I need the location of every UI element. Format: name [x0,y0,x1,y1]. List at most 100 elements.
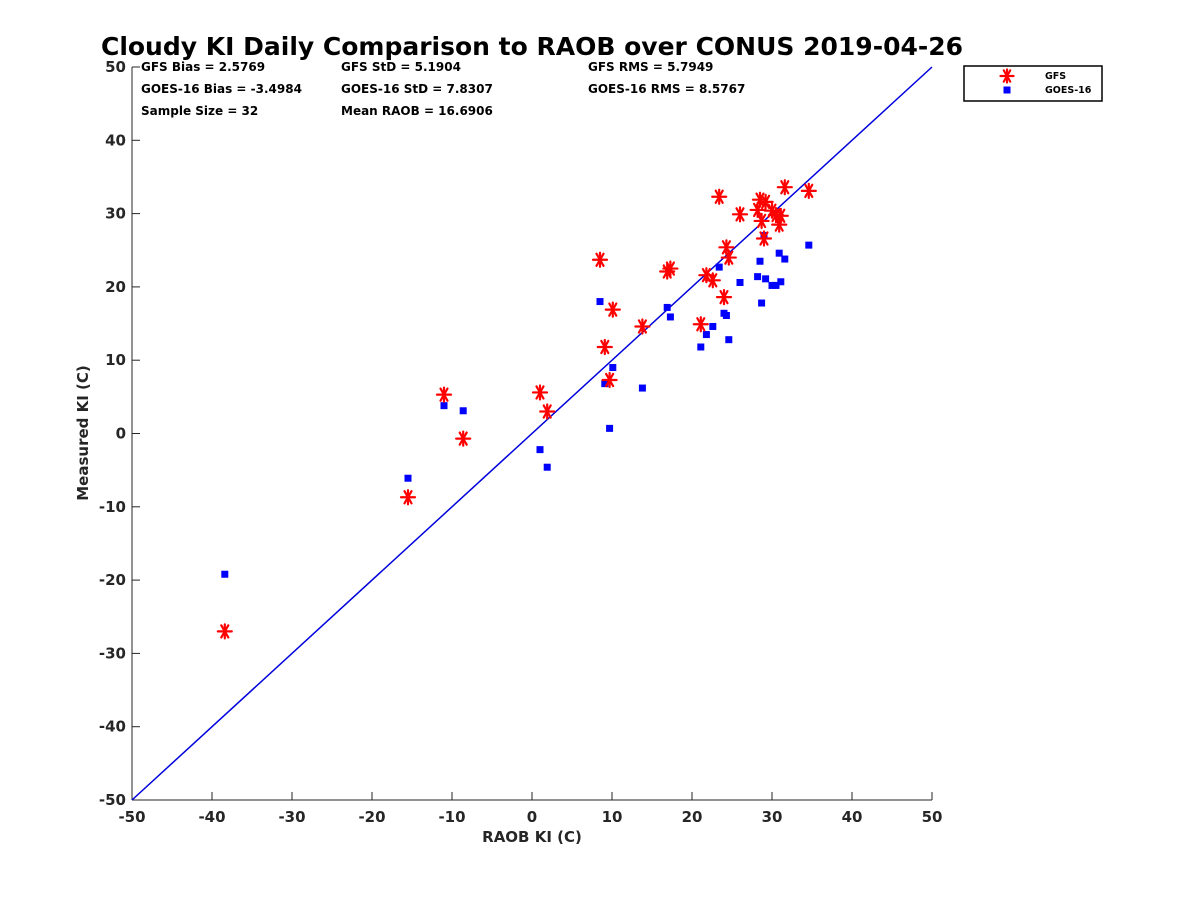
y-tick-label: -40 [99,718,126,736]
y-tick-label: 30 [105,205,126,223]
stat-text: GFS RMS = 5.7949 [588,60,713,74]
legend-marker-gfs [999,68,1015,84]
data-point-gfs [776,179,793,196]
x-tick-label: 50 [922,808,943,826]
data-point-goes16 [762,275,770,283]
data-point-gfs [731,206,749,223]
x-axis-label: RAOB KI (C) [482,828,582,846]
data-point-goes16 [772,281,780,289]
data-point-goes16 [709,322,717,330]
data-point-goes16 [459,407,467,415]
one-to-one-line [131,66,933,801]
data-point-gfs [455,430,472,447]
data-point-goes16 [404,474,412,482]
data-point-gfs [216,623,233,640]
data-point-gfs [772,207,789,224]
data-point-gfs [601,371,618,389]
series-gfs [216,179,817,640]
data-point-gfs [435,386,453,403]
data-point-gfs [757,193,774,210]
data-point-goes16 [221,570,229,578]
x-tick-label: 30 [762,808,783,826]
legend-box [963,65,1103,102]
stat-text: GFS StD = 5.1904 [341,60,461,74]
x-tick-label: 40 [842,808,863,826]
y-tick-label: 20 [105,278,126,296]
data-point-goes16 [702,331,710,339]
x-tick-label: -30 [278,808,305,826]
data-point-gfs [531,384,549,401]
data-point-gfs [662,260,679,277]
legend-label-goes16: GOES-16 [1045,85,1092,96]
data-point-goes16 [805,241,813,249]
data-point-gfs [604,301,621,318]
data-point-goes16 [543,463,551,471]
y-tick-label: 40 [105,131,126,149]
stat-text: GFS Bias = 2.5769 [141,60,265,74]
stat-text: GOES-16 Bias = -3.4984 [141,82,302,96]
data-point-goes16 [638,384,646,392]
legend-label-gfs: GFS [1045,71,1066,82]
stat-text: Mean RAOB = 16.6906 [341,104,493,118]
data-point-gfs [399,489,417,506]
y-axis-label: Measured KI (C) [74,365,92,501]
data-point-goes16 [697,343,705,351]
x-tick-label: -20 [358,808,385,826]
y-tick-label: 0 [116,425,126,443]
y-tick-label: -20 [99,571,126,589]
series-goes-16 [221,232,813,578]
x-tick-label: -40 [198,808,225,826]
stat-text: Sample Size = 32 [141,104,258,118]
stat-text: GOES-16 StD = 7.8307 [341,82,493,96]
y-tick-label: -30 [99,644,126,662]
data-point-gfs [692,316,709,333]
data-point-gfs [634,318,651,335]
data-point-gfs [800,182,817,199]
x-tick-label: 0 [527,808,537,826]
data-point-gfs [591,251,609,268]
data-point-gfs [704,272,721,289]
data-point-goes16 [596,298,604,306]
data-point-goes16 [777,278,785,286]
legend-marker-goes16 [1003,86,1011,94]
data-point-gfs [539,403,556,420]
data-point-gfs [711,188,728,205]
data-point-goes16 [725,336,733,344]
data-point-gfs [720,249,737,266]
data-point-gfs [753,212,770,230]
y-tick-label: 50 [105,58,126,76]
x-tick-label: 20 [682,808,703,826]
data-point-gfs [751,191,769,208]
y-tick-label: -50 [99,791,126,809]
data-point-goes16 [440,402,448,410]
data-point-goes16 [666,313,674,321]
chart-title: Cloudy KI Daily Comparison to RAOB over … [101,32,963,61]
data-point-goes16 [715,263,723,271]
data-point-goes16 [775,249,783,257]
data-point-goes16 [754,273,762,281]
data-point-goes16 [758,299,766,307]
y-tick-label: -10 [99,498,126,516]
data-point-goes16 [722,311,730,319]
x-tick-label: 10 [602,808,623,826]
y-tick-label: 10 [105,351,126,369]
data-point-goes16 [536,446,544,454]
data-point-goes16 [606,424,614,432]
stats-block: GFS Bias = 2.5769 GFS StD = 5.1904 GFS RMS… [141,60,745,118]
plot-area: -50 -40 -30 -20 -10 0 10 20 30 40 50 50 40 30 20 10 0 -10… [99,58,943,826]
data-point-goes16 [756,257,764,265]
legend: GFS GOES-16 [963,65,1103,102]
stat-text: GOES-16 RMS = 8.5767 [588,82,745,96]
x-tick-label: -10 [438,808,465,826]
data-point-gfs [596,338,613,356]
x-tick-label: -50 [118,808,145,826]
data-point-gfs [755,230,773,247]
data-point-goes16 [736,279,744,287]
data-point-goes16 [768,281,776,289]
data-point-goes16 [663,303,671,311]
data-point-goes16 [601,380,609,388]
data-point-goes16 [609,364,617,372]
data-point-gfs [715,289,733,306]
data-point-goes16 [781,255,789,263]
